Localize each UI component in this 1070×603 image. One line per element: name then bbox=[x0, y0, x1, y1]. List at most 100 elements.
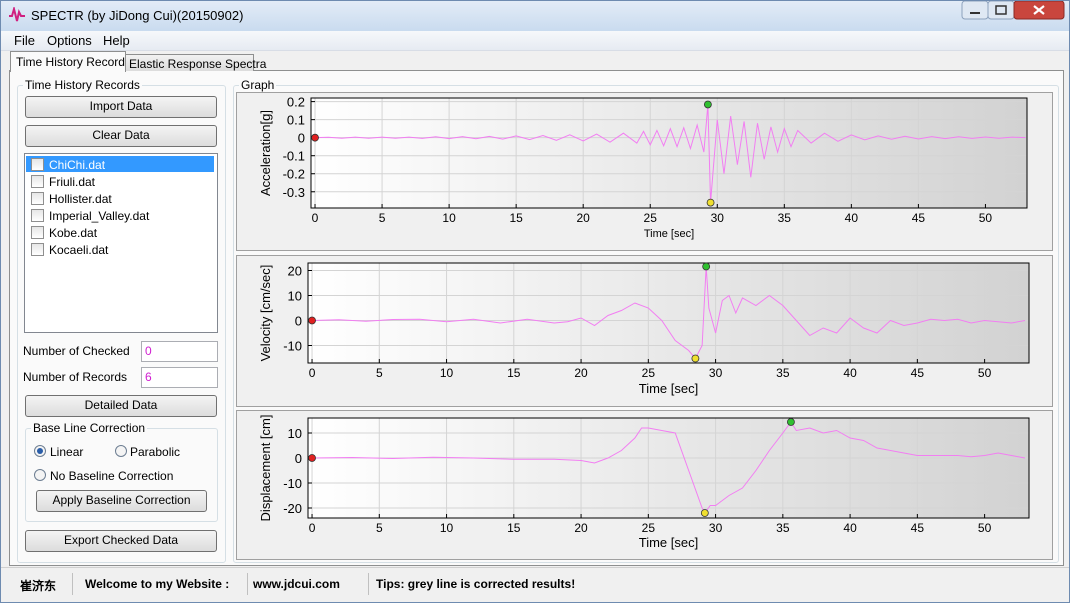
x-tick-label: 25 bbox=[644, 211, 658, 225]
status-author: 崔济东 bbox=[20, 579, 57, 593]
x-axis-label: Time [sec] bbox=[644, 228, 694, 240]
file-name: Kocaeli.dat bbox=[49, 243, 109, 257]
app-icon bbox=[9, 7, 25, 22]
checkbox[interactable] bbox=[31, 158, 44, 171]
y-tick-label: -0.1 bbox=[283, 149, 305, 164]
x-tick-label: 0 bbox=[312, 211, 319, 225]
checkbox[interactable] bbox=[31, 226, 44, 239]
radio-label[interactable]: Linear bbox=[50, 445, 84, 459]
checked-value[interactable]: 0 bbox=[141, 341, 218, 362]
apply-button[interactable]: Apply Baseline Correction bbox=[36, 490, 207, 512]
y-tick-label: -20 bbox=[283, 501, 302, 516]
records-value[interactable]: 6 bbox=[141, 367, 218, 388]
file-name: Friuli.dat bbox=[49, 175, 96, 189]
x-tick-label: 15 bbox=[507, 366, 521, 380]
plot-background bbox=[308, 263, 1029, 363]
x-axis-label: Time [sec] bbox=[639, 535, 698, 550]
x-tick-label: 0 bbox=[309, 521, 316, 535]
x-tick-label: 5 bbox=[376, 521, 383, 535]
plot-background bbox=[311, 98, 1027, 208]
checkbox[interactable] bbox=[31, 175, 44, 188]
title-bar: SPECTR (by JiDong Cui)(20150902) bbox=[1, 1, 1069, 31]
records-label: Number of Records bbox=[23, 370, 128, 384]
radio-label[interactable]: Parabolic bbox=[130, 445, 181, 459]
file-item[interactable]: ChiChi.dat bbox=[26, 156, 214, 172]
x-tick-label: 20 bbox=[577, 211, 591, 225]
checked-label: Number of Checked bbox=[23, 344, 130, 358]
plot-frame bbox=[310, 97, 1028, 209]
window-title: SPECTR (by JiDong Cui)(20150902) bbox=[31, 8, 244, 23]
status-tips: Tips: grey line is corrected results! bbox=[376, 577, 576, 591]
detailed-button[interactable]: Detailed Data bbox=[25, 395, 217, 417]
x-axis-label: Time [sec] bbox=[639, 381, 698, 396]
status-bar: 崔济东 Welcome to my Website : www.jdcui.co… bbox=[1, 567, 1069, 602]
x-tick-label: 40 bbox=[845, 211, 859, 225]
file-item[interactable]: Imperial_Valley.dat bbox=[26, 207, 214, 223]
checkbox[interactable] bbox=[31, 209, 44, 222]
x-tick-label: 30 bbox=[709, 366, 723, 380]
x-tick-label: 40 bbox=[843, 521, 857, 535]
signal-line bbox=[312, 266, 1026, 360]
y-tick-label: 0 bbox=[298, 131, 305, 146]
x-tick-label: 20 bbox=[574, 366, 588, 380]
file-name: Hollister.dat bbox=[49, 192, 112, 206]
checkbox[interactable] bbox=[31, 192, 44, 205]
x-tick-label: 15 bbox=[509, 211, 523, 225]
tab[interactable]: Time History Records bbox=[10, 51, 131, 72]
checkbox[interactable] bbox=[31, 243, 44, 256]
y-tick-label: 0 bbox=[295, 451, 302, 466]
file-list[interactable]: ChiChi.dat Friuli.dat Hollister.dat Imperia… bbox=[24, 153, 218, 333]
file-name: ChiChi.dat bbox=[49, 158, 106, 172]
y-axis-label: Displacement [cm] bbox=[258, 415, 273, 522]
x-tick-label: 30 bbox=[711, 211, 725, 225]
y-tick-label: 0.1 bbox=[287, 113, 305, 128]
x-tick-label: 45 bbox=[912, 211, 926, 225]
x-tick-label: 0 bbox=[309, 366, 316, 380]
status-website[interactable]: www.jdcui.com bbox=[253, 577, 340, 591]
x-tick-label: 45 bbox=[911, 521, 925, 535]
y-axis-label: Velocity [cm/sec] bbox=[258, 265, 273, 362]
menu-item[interactable]: File bbox=[14, 33, 35, 48]
file-item[interactable]: Kocaeli.dat bbox=[26, 241, 214, 257]
group-title: Time History Records bbox=[23, 78, 142, 92]
peak-marker bbox=[308, 454, 316, 462]
x-tick-label: 10 bbox=[440, 521, 454, 535]
x-tick-label: 45 bbox=[911, 366, 925, 380]
window-controls[interactable] bbox=[961, 1, 1067, 21]
file-name: Imperial_Valley.dat bbox=[49, 209, 150, 223]
peak-marker bbox=[787, 418, 795, 426]
group-title: Graph bbox=[239, 78, 277, 92]
records-group: Time History Records bbox=[17, 78, 226, 563]
file-item[interactable]: Hollister.dat bbox=[26, 190, 214, 206]
x-tick-label: 40 bbox=[843, 366, 857, 380]
x-tick-label: 30 bbox=[709, 521, 723, 535]
x-tick-label: 15 bbox=[507, 521, 521, 535]
menu-bar: File Options Help bbox=[1, 31, 1069, 51]
y-tick-label: -0.3 bbox=[283, 185, 305, 200]
import-button[interactable]: Import Data bbox=[25, 96, 217, 118]
chart-panel: 0 5 10 15 20 25 30 35 40 45 50 0.2 0.1 0 -0.1 -0.2 -0.3 T… bbox=[236, 92, 1053, 251]
x-tick-label: 20 bbox=[574, 521, 588, 535]
x-tick-label: 5 bbox=[379, 211, 386, 225]
plot-frame bbox=[307, 417, 1030, 519]
menu-item[interactable]: Options bbox=[47, 33, 92, 48]
clear-button[interactable]: Clear Data bbox=[25, 125, 217, 147]
y-tick-label: 0.2 bbox=[287, 95, 305, 110]
signal-line bbox=[312, 421, 1026, 514]
y-tick-label: 10 bbox=[288, 289, 302, 304]
tab[interactable]: Elastic Response Spectra bbox=[125, 54, 266, 71]
menu-item[interactable]: Help bbox=[103, 33, 130, 48]
file-name: Kobe.dat bbox=[49, 226, 98, 240]
radio-icons bbox=[34, 445, 127, 481]
export-button[interactable]: Export Checked Data bbox=[25, 530, 217, 552]
y-tick-label: 0 bbox=[295, 314, 302, 329]
file-item[interactable]: Friuli.dat bbox=[26, 173, 214, 189]
file-item[interactable]: Kobe.dat bbox=[26, 224, 214, 240]
peak-marker bbox=[311, 133, 319, 142]
x-tick-label: 50 bbox=[978, 521, 992, 535]
y-tick-label: 10 bbox=[288, 426, 302, 441]
group-title: Base Line Correction bbox=[31, 421, 148, 435]
radio-label[interactable]: No Baseline Correction bbox=[50, 469, 174, 483]
